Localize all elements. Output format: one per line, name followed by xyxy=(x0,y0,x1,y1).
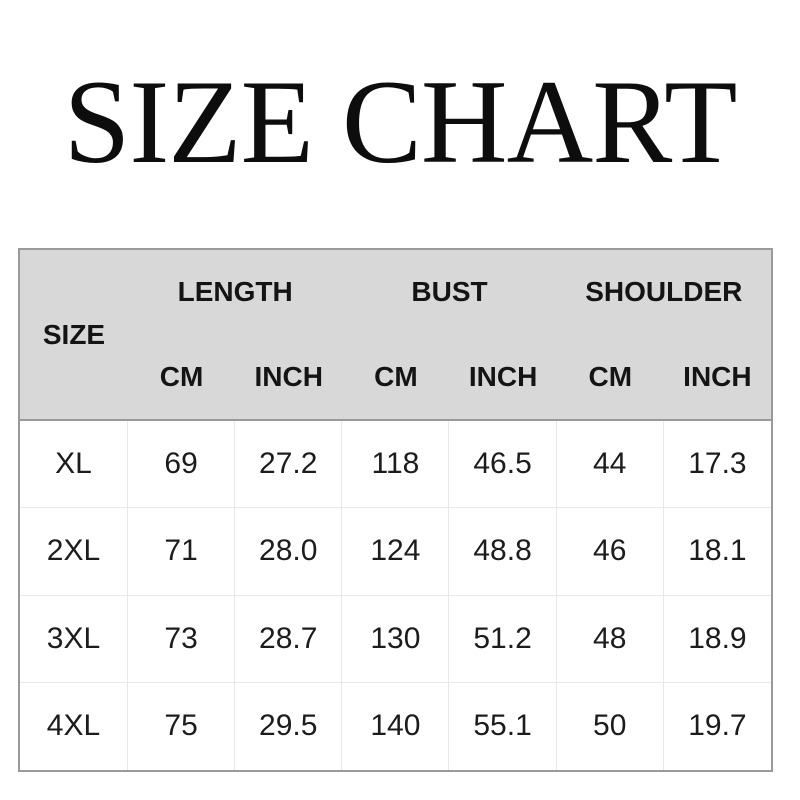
value-cell-bust-cm: 124 xyxy=(342,508,450,595)
size-cell: 4XL xyxy=(20,682,128,770)
size-cell: 3XL xyxy=(20,595,128,682)
value-cell-shoulder-inch: 18.1 xyxy=(688,534,747,568)
value-cell-shoulder-inch: 17.3 xyxy=(688,447,747,481)
value-cell-bust-inch: 46.5 xyxy=(449,421,557,508)
value-cell-shoulder-cm: 48 xyxy=(557,595,664,682)
column-group-shoulder: SHOULDER xyxy=(585,276,743,308)
table-row-3xl: 3XL 73 28.7 130 51.2 48 18.9 xyxy=(20,595,771,683)
unit-header-length-cm: CM xyxy=(159,360,204,392)
column-header-size: SIZE xyxy=(42,318,106,350)
unit-header-shoulder-cm: CM xyxy=(588,360,633,392)
value-cell-length-inch: 29.5 xyxy=(235,682,343,770)
value-cell-shoulder-cm: 50 xyxy=(557,682,664,770)
value-cell-length-cm: 69 xyxy=(128,421,236,508)
table-body: XL 69 27.2 118 46.5 44 17.3 2XL 71 28.0 … xyxy=(20,421,771,770)
unit-header-length-inch: INCH xyxy=(254,360,323,392)
column-group-bust: BUST xyxy=(411,276,488,308)
unit-header-bust-cm: CM xyxy=(374,360,418,392)
value-cell-length-inch: 28.0 xyxy=(235,508,343,595)
unit-header-bust-inch: INCH xyxy=(468,360,538,392)
value-cell-bust-inch: 51.2 xyxy=(449,595,557,682)
table-row-4xl: 4XL 75 29.5 140 55.1 50 19.7 xyxy=(20,682,771,770)
table-header: SIZE LENGTH BUST SHOULDER CM INCH CM INC… xyxy=(20,250,771,421)
size-cell: 2XL xyxy=(20,508,128,595)
size-cell: XL xyxy=(20,421,128,508)
value-cell-length-inch: 27.2 xyxy=(235,421,343,508)
value-cell-bust-cm: 118 xyxy=(342,421,450,508)
table-row-xl: XL 69 27.2 118 46.5 44 17.3 xyxy=(20,421,771,509)
value-cell-length-cm: 71 xyxy=(128,508,236,595)
value-cell-bust-inch: 48.8 xyxy=(449,508,557,595)
value-cell-shoulder-cm: 46 xyxy=(557,508,664,595)
value-cell-bust-cm: 140 xyxy=(342,682,450,770)
table-row-2xl: 2XL 71 28.0 124 48.8 46 18.1 xyxy=(20,508,771,596)
value-cell-length-cm: 75 xyxy=(128,682,236,770)
column-group-length: LENGTH xyxy=(177,276,293,308)
value-cell-shoulder-inch: 18.9 xyxy=(688,621,747,655)
size-chart-table: SIZE LENGTH BUST SHOULDER CM INCH CM INC… xyxy=(18,248,773,772)
value-cell-shoulder-inch: 19.7 xyxy=(688,709,747,743)
value-cell-length-inch: 28.7 xyxy=(235,595,343,682)
unit-header-shoulder-inch: INCH xyxy=(683,360,752,392)
value-cell-bust-cm: 130 xyxy=(342,595,450,682)
page-title: SIZE CHART xyxy=(63,55,738,188)
value-cell-length-cm: 73 xyxy=(128,595,236,682)
value-cell-shoulder-cm: 44 xyxy=(557,421,664,508)
value-cell-bust-inch: 55.1 xyxy=(449,682,557,770)
